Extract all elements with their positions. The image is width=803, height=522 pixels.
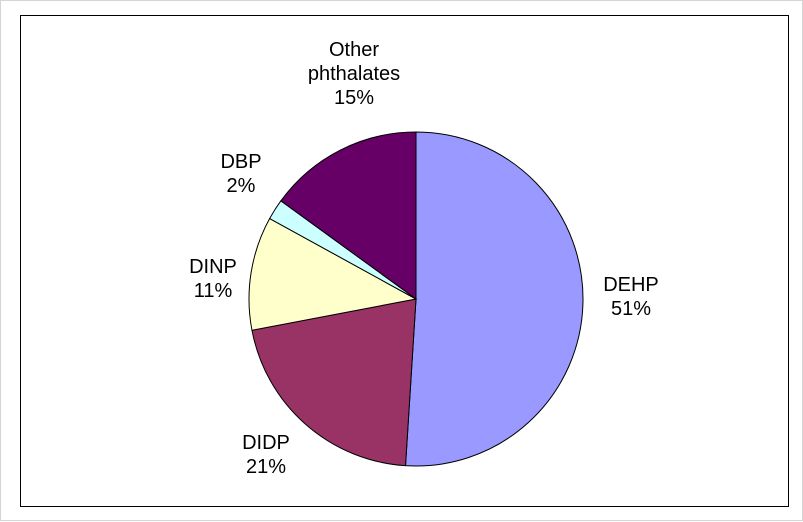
pie-slice-dehp bbox=[404, 131, 584, 467]
data-label-dinp: DINP 11% bbox=[189, 256, 237, 302]
pie-slice-didp bbox=[251, 298, 417, 467]
data-label-other: Other phthalates 15% bbox=[308, 39, 400, 109]
pie-slice-other bbox=[280, 131, 417, 300]
pie-slice-dinp bbox=[248, 217, 418, 331]
data-label-dehp: DEHP 51% bbox=[603, 274, 659, 320]
data-label-didp: DIDP 21% bbox=[242, 432, 290, 478]
data-label-dbp: DBP 2% bbox=[220, 151, 261, 197]
